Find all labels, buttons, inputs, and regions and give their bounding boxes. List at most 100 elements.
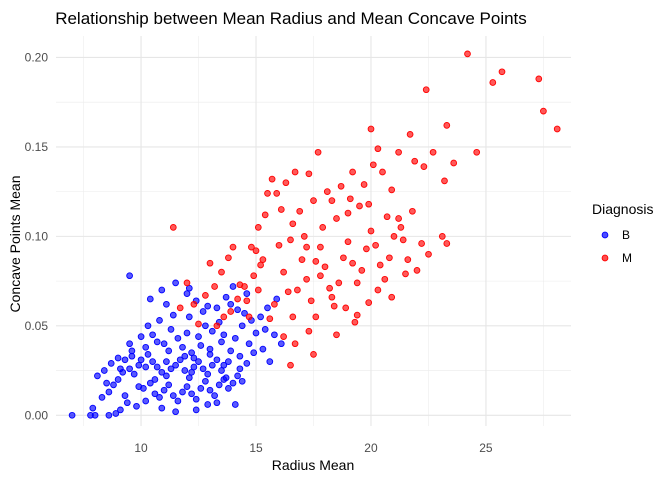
data-point-m	[429, 148, 437, 156]
data-point-b	[192, 406, 200, 414]
data-point-b	[110, 381, 117, 389]
data-point-b	[181, 367, 189, 374]
data-point-b	[220, 361, 228, 369]
data-point-b	[202, 377, 209, 385]
data-point-m	[333, 331, 340, 339]
data-point-m	[264, 190, 271, 197]
data-point-m	[298, 256, 306, 263]
data-point-b	[204, 302, 212, 310]
data-point-m	[374, 145, 382, 153]
data-point-b	[151, 390, 159, 398]
data-point-b	[231, 401, 239, 408]
data-point-b	[236, 365, 244, 373]
data-point-m	[473, 148, 481, 156]
data-point-b	[123, 399, 131, 407]
y-axis-ticks: 0.00 0.05 0.10 0.15 0.20	[25, 50, 49, 422]
data-point-b	[172, 279, 179, 287]
data-point-b	[252, 329, 260, 337]
data-point-m	[337, 182, 345, 190]
data-point-m	[406, 131, 414, 138]
data-point-m	[312, 313, 320, 321]
data-points	[68, 50, 561, 419]
data-point-b	[183, 329, 191, 337]
data-point-b	[243, 290, 251, 297]
data-point-m	[271, 300, 278, 308]
data-point-b	[225, 385, 232, 392]
data-point-b	[190, 354, 198, 362]
data-point-b	[202, 322, 209, 330]
data-point-m	[183, 279, 191, 287]
data-point-b	[225, 358, 232, 365]
data-point-b	[68, 411, 76, 419]
data-point-m	[287, 361, 294, 369]
data-point-b	[114, 376, 122, 383]
data-point-b	[107, 360, 115, 367]
data-point-b	[117, 365, 124, 373]
data-point-m	[411, 157, 419, 165]
data-point-m	[367, 227, 375, 235]
x-tick-label: 10	[134, 441, 148, 455]
data-point-b	[130, 370, 138, 378]
data-point-m	[190, 300, 198, 308]
data-point-b	[188, 368, 195, 376]
data-point-m	[225, 254, 232, 262]
data-point-m	[397, 224, 405, 231]
data-point-b	[238, 322, 246, 330]
data-point-b	[208, 327, 216, 335]
data-point-b	[195, 358, 202, 365]
data-point-b	[153, 338, 161, 346]
data-point-b	[163, 372, 170, 380]
data-point-m	[369, 161, 377, 169]
data-point-b	[103, 379, 110, 387]
data-point-b	[158, 286, 166, 294]
data-point-b	[156, 394, 163, 401]
data-point-m	[259, 256, 267, 263]
data-point-b	[163, 358, 170, 365]
data-point-m	[317, 272, 324, 280]
data-point-b	[261, 326, 269, 333]
data-point-m	[395, 215, 402, 222]
data-point-m	[402, 270, 409, 278]
data-point-b	[135, 383, 143, 390]
data-point-m	[243, 297, 251, 305]
data-point-m	[353, 279, 361, 287]
data-point-b	[179, 388, 186, 396]
data-point-m	[310, 197, 317, 204]
data-point-m	[367, 125, 375, 133]
y-tick-label: 0.15	[25, 140, 49, 154]
data-point-m	[443, 122, 451, 129]
data-point-m	[388, 293, 396, 301]
data-point-m	[358, 267, 366, 274]
data-point-b	[158, 404, 166, 412]
data-point-b	[142, 363, 150, 371]
data-point-m	[422, 86, 430, 94]
data-point-m	[220, 313, 228, 321]
data-point-b	[133, 402, 140, 410]
data-point-b	[174, 334, 182, 342]
data-point-m	[169, 224, 177, 231]
x-axis-ticks: 10 15 20 25	[134, 441, 493, 455]
data-point-b	[243, 360, 251, 367]
data-point-b	[169, 392, 177, 399]
data-point-b	[126, 340, 133, 348]
data-point-m	[450, 159, 458, 167]
data-point-b	[126, 272, 133, 280]
data-point-m	[319, 224, 327, 231]
data-point-b	[94, 372, 101, 380]
data-point-b	[211, 392, 218, 399]
data-point-m	[395, 148, 402, 156]
data-point-m	[254, 286, 262, 294]
data-point-m	[365, 299, 373, 306]
data-point-b	[185, 313, 193, 321]
data-point-m	[303, 275, 310, 283]
data-point-b	[183, 290, 191, 297]
data-point-m	[333, 215, 340, 222]
data-point-m	[317, 243, 324, 251]
data-point-b	[185, 374, 193, 382]
data-point-m	[229, 243, 237, 251]
data-point-b	[165, 347, 173, 355]
data-point-b	[199, 365, 207, 373]
data-point-m	[268, 175, 276, 183]
data-point-b	[137, 333, 145, 340]
data-point-m	[381, 275, 389, 283]
